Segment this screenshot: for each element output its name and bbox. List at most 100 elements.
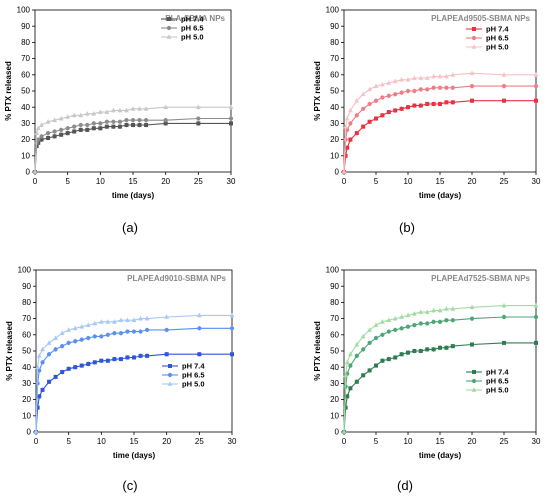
data-point xyxy=(354,131,359,136)
data-point xyxy=(112,331,117,336)
data-point xyxy=(86,335,91,341)
data-point xyxy=(444,345,449,350)
data-point xyxy=(399,326,404,331)
data-point xyxy=(36,137,41,142)
y-tick-label: 40 xyxy=(22,363,31,372)
x-tick-label: 0 xyxy=(342,177,347,186)
data-point xyxy=(99,334,104,339)
data-point xyxy=(196,116,201,121)
y-tick-label: 20 xyxy=(330,395,339,404)
x-axis-label: time (days) xyxy=(419,451,462,460)
data-point xyxy=(424,75,430,80)
data-point xyxy=(137,118,142,123)
data-point xyxy=(367,101,372,107)
data-point xyxy=(399,90,404,95)
y-tick-label: 100 xyxy=(326,266,340,275)
data-point xyxy=(431,319,436,324)
chart-panel: 0 10 20 30 40 50 60 70 80 90 100 0 5 10 15 20 25 30 time (… xyxy=(4,6,236,235)
data-point xyxy=(374,116,378,121)
data-point xyxy=(125,317,130,323)
legend-label: pH 5.0 xyxy=(182,380,205,389)
y-tick-label: 80 xyxy=(330,298,339,307)
data-point xyxy=(33,429,39,434)
y-tick-label: 80 xyxy=(21,38,30,47)
data-point xyxy=(117,119,123,124)
data-point xyxy=(386,93,391,98)
x-axis-label: time (days) xyxy=(113,451,156,460)
data-point xyxy=(399,314,404,319)
y-tick-label: 0 xyxy=(335,168,340,177)
data-point xyxy=(79,337,84,342)
data-point xyxy=(91,121,96,126)
data-point xyxy=(431,73,436,79)
data-point xyxy=(437,73,443,79)
data-point xyxy=(164,314,170,319)
data-point xyxy=(52,129,57,134)
y-tick-label: 70 xyxy=(21,54,30,63)
data-point xyxy=(343,405,348,410)
series-line xyxy=(34,106,231,173)
data-point xyxy=(85,127,90,132)
data-point xyxy=(138,353,143,358)
data-point xyxy=(99,358,104,363)
data-point xyxy=(65,114,71,119)
data-point xyxy=(425,321,430,326)
data-point xyxy=(405,77,411,82)
y-tick-label: 90 xyxy=(330,22,339,31)
data-point xyxy=(450,72,456,77)
legend-label: pH 5.0 xyxy=(486,43,509,52)
data-point xyxy=(130,118,136,123)
data-point xyxy=(229,326,235,331)
data-point xyxy=(348,121,353,126)
data-point xyxy=(131,123,135,128)
data-point xyxy=(418,309,424,314)
data-point xyxy=(386,80,392,85)
data-point xyxy=(131,317,137,323)
data-point xyxy=(412,88,417,94)
y-tick-label: 90 xyxy=(22,282,31,291)
legend-label: pH 5.0 xyxy=(486,386,509,395)
data-point xyxy=(343,153,348,158)
data-point xyxy=(380,95,385,100)
data-point xyxy=(380,332,385,337)
y-tick-label: 60 xyxy=(21,70,30,79)
data-point xyxy=(60,344,65,349)
data-point xyxy=(393,327,398,333)
data-point xyxy=(533,314,539,320)
panel-caption: (b) xyxy=(399,220,415,235)
data-point xyxy=(40,346,45,352)
data-point xyxy=(37,394,42,399)
data-point xyxy=(450,306,456,311)
data-point xyxy=(92,320,98,326)
data-point xyxy=(469,84,475,89)
x-tick-label: 5 xyxy=(374,437,379,446)
y-axis-label: % PTX released xyxy=(313,321,322,381)
data-point xyxy=(144,327,150,333)
data-point xyxy=(341,169,347,174)
data-point xyxy=(437,319,443,324)
x-tick-label: 5 xyxy=(65,177,70,186)
x-tick-label: 10 xyxy=(97,437,106,446)
legend-marker xyxy=(471,378,477,384)
data-point xyxy=(230,352,234,357)
data-point xyxy=(469,304,475,310)
x-tick-label: 10 xyxy=(404,437,413,446)
data-point xyxy=(343,124,348,129)
data-point xyxy=(111,124,116,129)
y-tick-label: 70 xyxy=(330,314,339,323)
x-tick-label: 25 xyxy=(194,177,203,186)
data-point xyxy=(131,329,137,334)
y-tick-label: 10 xyxy=(22,411,31,420)
data-point xyxy=(39,122,44,127)
data-point xyxy=(354,113,359,118)
x-axis-label: time (days) xyxy=(112,191,155,200)
data-point xyxy=(424,309,430,314)
data-point xyxy=(35,364,41,369)
data-point xyxy=(86,361,91,366)
data-point xyxy=(343,372,348,378)
x-tick-label: 5 xyxy=(66,437,71,446)
chart-panel: 0 10 20 30 40 50 60 70 80 90 100 0 5 10 15 20 25 30 time (… xyxy=(313,6,541,235)
data-point xyxy=(46,352,52,357)
data-point xyxy=(53,347,58,352)
